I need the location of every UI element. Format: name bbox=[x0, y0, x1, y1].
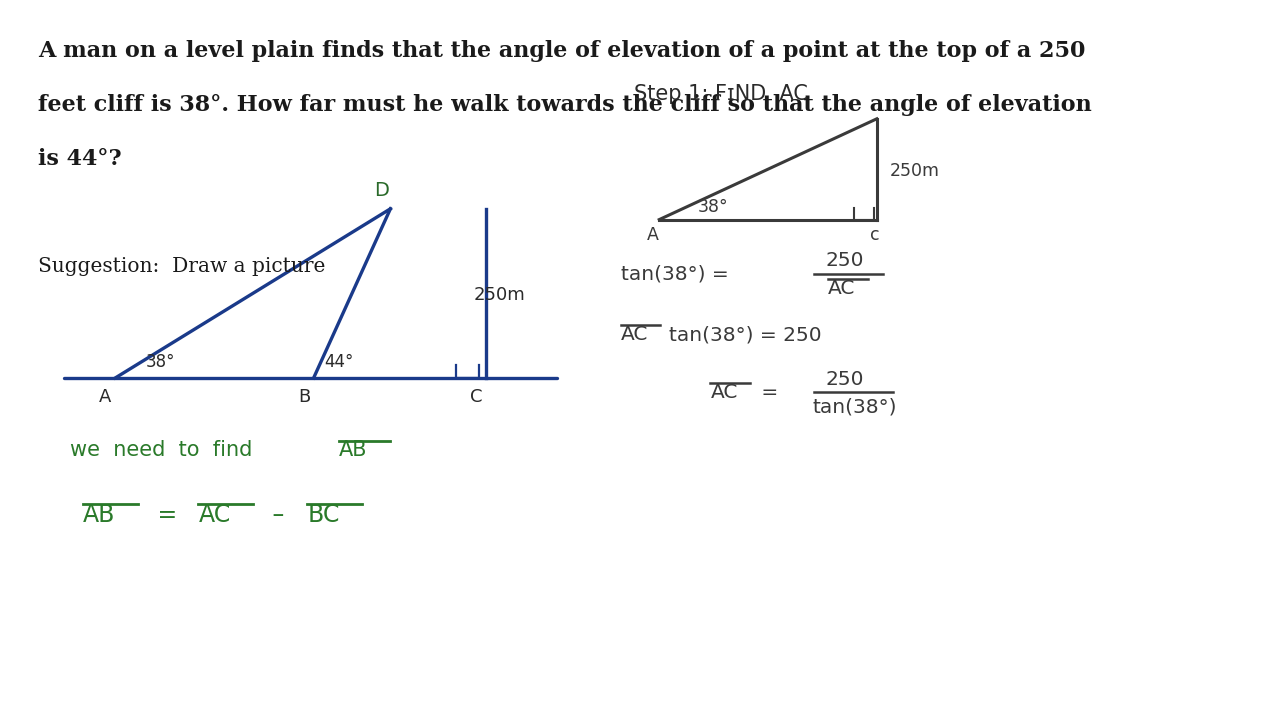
Text: AC: AC bbox=[828, 279, 855, 297]
Text: A man on a level plain finds that the angle of elevation of a point at the top o: A man on a level plain finds that the an… bbox=[38, 40, 1085, 62]
Text: 250: 250 bbox=[826, 251, 864, 270]
Text: AB: AB bbox=[83, 503, 115, 527]
Text: tan(38°) =: tan(38°) = bbox=[621, 264, 728, 283]
Text: 250m: 250m bbox=[890, 163, 940, 180]
Text: B: B bbox=[298, 389, 311, 406]
Text: 250m: 250m bbox=[474, 287, 525, 304]
Text: 38°: 38° bbox=[145, 354, 175, 372]
Text: Suggestion:  Draw a picture: Suggestion: Draw a picture bbox=[38, 257, 326, 276]
Text: BC: BC bbox=[307, 503, 339, 527]
Text: =: = bbox=[150, 503, 184, 527]
Text: C: C bbox=[470, 389, 483, 406]
Text: feet cliff is 38°. How far must he walk towards the cliff so that the angle of e: feet cliff is 38°. How far must he walk … bbox=[38, 94, 1092, 116]
Text: 38°: 38° bbox=[698, 198, 728, 216]
Text: AC: AC bbox=[621, 325, 648, 344]
Text: A: A bbox=[646, 225, 658, 243]
Text: tan(38°) = 250: tan(38°) = 250 bbox=[669, 325, 822, 344]
Text: we  need  to  find: we need to find bbox=[70, 440, 266, 460]
Text: 44°: 44° bbox=[325, 354, 353, 372]
Text: A: A bbox=[99, 389, 111, 406]
Text: Step 1: FɪND  AC: Step 1: FɪND AC bbox=[634, 84, 808, 104]
Text: AC: AC bbox=[710, 383, 737, 402]
Text: –: – bbox=[265, 503, 292, 527]
Text: AC: AC bbox=[198, 503, 230, 527]
Text: is 44°?: is 44°? bbox=[38, 148, 122, 170]
Text: 250: 250 bbox=[826, 370, 864, 389]
Text: D: D bbox=[374, 181, 389, 200]
Text: tan(38°): tan(38°) bbox=[813, 397, 897, 416]
Text: c: c bbox=[870, 225, 881, 243]
Text: =: = bbox=[755, 383, 785, 402]
Text: AB: AB bbox=[339, 440, 367, 460]
